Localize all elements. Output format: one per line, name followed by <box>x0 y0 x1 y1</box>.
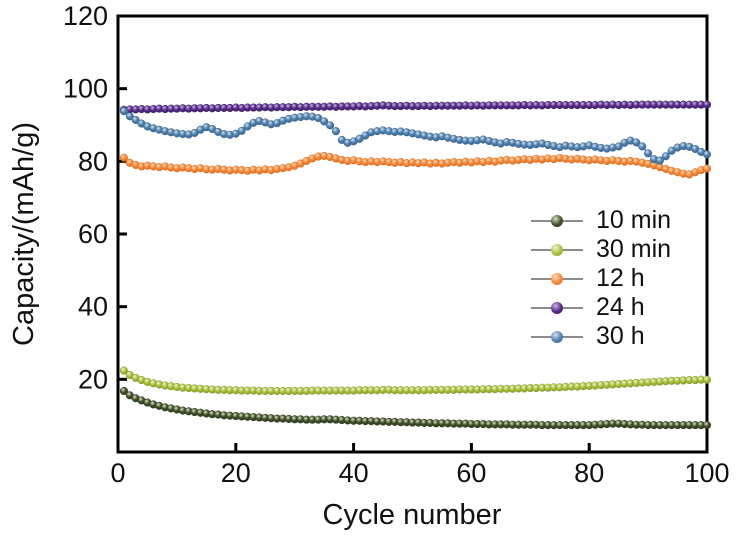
legend-ball-icon <box>551 301 563 314</box>
x-tick-label: 20 <box>221 458 251 488</box>
data-point <box>237 126 246 135</box>
legend-label: 12 h <box>596 264 645 292</box>
legend-marker-icon <box>531 266 583 291</box>
x-tick-label: 40 <box>339 458 369 488</box>
data-point <box>331 127 340 136</box>
legend-marker-icon <box>531 237 583 262</box>
legend-label: 24 h <box>596 293 645 321</box>
data-point <box>119 107 128 116</box>
x-tick-label: 80 <box>574 458 604 488</box>
data-point <box>702 375 712 384</box>
series-30-min <box>119 366 712 396</box>
legend-item-10-min: 10 min <box>531 208 671 233</box>
data-point <box>632 138 641 147</box>
y-tick-label: 100 <box>63 74 108 104</box>
data-point <box>320 117 329 126</box>
data-point <box>702 164 712 173</box>
plot-generated-content: 0 20 40 60 80 100 20 40 60 80 100 120 <box>63 1 730 488</box>
legend-label: 30 min <box>596 235 672 263</box>
data-point <box>325 121 335 130</box>
data-point <box>661 152 670 161</box>
y-tick-label: 20 <box>78 364 108 394</box>
legend-item-30-h: 30 h <box>531 324 671 349</box>
data-point <box>243 122 252 131</box>
legend-item-12-h: 12 h <box>531 266 671 291</box>
data-point <box>119 366 128 375</box>
legend-marker-icon <box>531 324 583 349</box>
legend-item-30-min: 30 min <box>531 237 671 262</box>
series-24-h <box>119 100 712 114</box>
x-axis-title: Cycle number <box>323 499 502 531</box>
legend-marker-icon <box>531 208 583 233</box>
data-point <box>119 153 128 162</box>
y-tick-label: 40 <box>78 292 108 322</box>
series-12-h <box>119 151 712 179</box>
data-point <box>702 421 712 430</box>
y-tick-label: 60 <box>78 219 108 249</box>
data-point <box>119 386 128 396</box>
x-tick-label: 100 <box>684 458 729 488</box>
data-point <box>655 156 664 165</box>
data-point <box>131 115 140 124</box>
data-point <box>125 112 134 121</box>
data-point <box>702 100 712 109</box>
data-point <box>702 150 712 159</box>
axis-ticks: 0 20 40 60 80 100 20 40 60 80 100 120 <box>63 1 730 488</box>
legend-label: 10 min <box>596 206 672 234</box>
x-tick-label: 0 <box>110 458 125 488</box>
legend-item-24-h: 24 h <box>531 295 671 320</box>
legend-label: 30 h <box>596 322 645 350</box>
legend: 10 min 30 min 12 h 24 h 30 h <box>531 208 671 349</box>
data-point <box>614 142 623 151</box>
legend-marker-icon <box>531 295 583 320</box>
y-tick-label: 80 <box>78 146 108 176</box>
x-tick-label: 60 <box>456 458 486 488</box>
data-point <box>644 149 653 158</box>
y-tick-label: 120 <box>63 1 108 31</box>
legend-ball-icon <box>551 330 563 343</box>
legend-ball-icon <box>551 243 563 256</box>
data-point <box>638 142 647 151</box>
y-axis-title: Capacity/(mAh/g) <box>8 122 40 346</box>
legend-ball-icon <box>551 272 563 285</box>
series-30-h <box>119 107 712 165</box>
legend-ball-icon <box>551 214 563 227</box>
series-10-min <box>119 386 712 430</box>
